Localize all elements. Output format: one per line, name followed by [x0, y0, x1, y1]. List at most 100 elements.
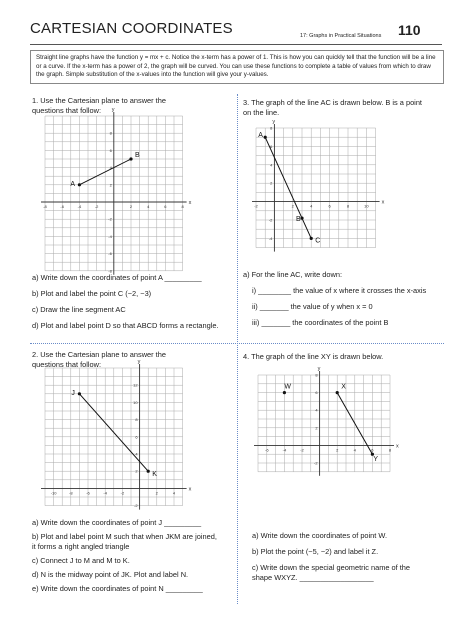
- axis-label: y: [112, 107, 115, 113]
- y-tick-label: 4: [135, 452, 138, 457]
- y-tick-label: 2: [110, 182, 113, 187]
- x-tick-label: 4: [173, 490, 176, 495]
- y-tick-label: 4: [315, 408, 318, 413]
- question-part: a) For the line AC, write down:: [243, 270, 342, 279]
- y-tick-label: -2: [269, 218, 273, 223]
- point: [146, 469, 150, 473]
- x-tick-label: 10: [364, 204, 369, 209]
- y-tick-label: 6: [270, 144, 273, 149]
- x-tick-label: -2: [121, 490, 125, 495]
- question-part: c) Write down the special geometric name…: [252, 563, 411, 582]
- axis-label: x: [382, 200, 385, 206]
- axis-label: x: [189, 200, 192, 206]
- question-part: iii) _______ the coordinates of the poin…: [252, 318, 389, 327]
- column-divider: [237, 94, 238, 604]
- y-tick-label: 2: [315, 425, 318, 430]
- question-part: ii) _______ the value of y when x = 0: [252, 302, 373, 311]
- y-tick-label: 8: [110, 131, 113, 136]
- x-tick-label: 2: [130, 204, 133, 209]
- y-tick-label: -8: [108, 268, 112, 273]
- point-label: B: [296, 216, 301, 223]
- x-tick-label: -8: [69, 490, 73, 495]
- cartesian-plane: x y -8 -6 -4 -2 2 4 6 8 8 6 4 2 -2 -4 -6 -8 A B: [41, 107, 192, 275]
- question-part: c) Connect J to M and M to K.: [32, 556, 130, 565]
- line-segment: [79, 158, 132, 186]
- point: [263, 135, 267, 139]
- x-tick-label: 6: [371, 447, 374, 452]
- x-tick-label: -2: [254, 204, 258, 209]
- y-tick-label: 8: [135, 417, 138, 422]
- x-tick-label: -4: [103, 490, 107, 495]
- x-tick-label: 6: [328, 204, 331, 209]
- question-part: e) Write down the coordinates of point N…: [32, 584, 203, 593]
- point-label: Y: [373, 456, 378, 463]
- point-label: W: [284, 384, 291, 391]
- question-part: i) ________ the value of x where it cros…: [252, 286, 427, 295]
- x-tick-label: -2: [300, 447, 304, 452]
- point-label: K: [152, 471, 157, 478]
- x-tick-label: 4: [310, 204, 313, 209]
- page-title: CARTESIAN COORDINATES: [30, 20, 233, 37]
- section-name: 17: Graphs in Practical Situations: [300, 33, 382, 39]
- x-tick-label: -4: [283, 447, 287, 452]
- y-tick-label: 4: [270, 162, 273, 167]
- question-part: b) Plot the point (−5, −2) and label it …: [252, 547, 379, 556]
- question-prompt: 2. Use the Cartesian plane to answer the…: [32, 350, 166, 369]
- point: [77, 392, 81, 396]
- x-tick-label: -6: [265, 447, 269, 452]
- x-tick-label: -4: [78, 204, 82, 209]
- y-tick-label: -2: [134, 503, 138, 508]
- axis-label: y: [318, 366, 321, 372]
- y-tick-label: 2: [135, 469, 138, 474]
- point: [300, 216, 304, 220]
- question-prompt: 1. Use the Cartesian plane to answer the…: [32, 96, 166, 115]
- intro-box: Straight line graphs have the function y…: [30, 50, 444, 84]
- x-tick-label: -2: [95, 204, 99, 209]
- line-segment: [264, 136, 312, 239]
- y-tick-label: 2: [270, 181, 273, 186]
- x-tick-label: -10: [51, 490, 58, 495]
- x-tick-label: -6: [86, 490, 90, 495]
- axis-label: y: [138, 359, 141, 365]
- y-tick-label: 6: [135, 434, 138, 439]
- x-tick-label: 6: [164, 204, 167, 209]
- cartesian-plane: x y -2 2 4 6 8 10 8 6 4 2 -2 -4 A B C: [252, 119, 385, 252]
- y-tick-label: -4: [269, 236, 273, 241]
- y-tick-label: 6: [110, 148, 113, 153]
- question-part: b) Plot and label the point C (−2, −3): [32, 289, 152, 298]
- x-tick-label: -6: [60, 204, 64, 209]
- point: [309, 236, 313, 240]
- question-part: a) Write down the coordinates of point J…: [32, 518, 202, 527]
- question-part: b) Plot and label point M such that when…: [32, 532, 217, 551]
- y-tick-label: 8: [270, 126, 273, 131]
- header-rule: [30, 44, 442, 45]
- question-part: a) Write down the coordinates of point W…: [252, 531, 388, 540]
- line-segment: [336, 392, 373, 455]
- y-tick-label: -2: [108, 217, 112, 222]
- point: [335, 391, 339, 395]
- question-part: c) Draw the line segment AC: [32, 305, 126, 314]
- x-tick-label: 4: [147, 204, 150, 209]
- axis-label: x: [396, 443, 399, 449]
- question-prompt: 4. The graph of the line XY is drawn bel…: [243, 352, 384, 361]
- x-tick-label: 2: [292, 204, 295, 209]
- y-tick-label: -6: [108, 251, 112, 256]
- x-tick-label: 8: [389, 447, 392, 452]
- point-label: J: [71, 390, 75, 397]
- point: [370, 452, 374, 456]
- plane-body: x y -8 -6 -4 -2 2 4 6 8 8 6 4 2 -2 -4 -6 -8 A B: [41, 107, 192, 275]
- x-tick-label: 2: [156, 490, 159, 495]
- cartesian-plane: x y -10 -8 -6 -4 -2 2 4 12 10 8 6 4 2 -2 J K: [41, 359, 192, 510]
- point-label: X: [341, 384, 346, 391]
- question-part: d) Plot and label point D so that ABCD f…: [32, 321, 219, 330]
- x-tick-label: 2: [336, 447, 339, 452]
- plane-body: x y -10 -8 -6 -4 -2 2 4 12 10 8 6 4 2 -2 J K: [41, 359, 192, 510]
- point-label: C: [315, 237, 320, 244]
- point-label: A: [70, 181, 75, 188]
- page-number: 110: [398, 22, 421, 38]
- y-tick-label: 4: [110, 165, 113, 170]
- point-label: A: [258, 132, 263, 139]
- plane-body: x y -2 2 4 6 8 10 8 6 4 2 -2 -4 A B C: [252, 119, 385, 252]
- point-label: B: [135, 152, 140, 159]
